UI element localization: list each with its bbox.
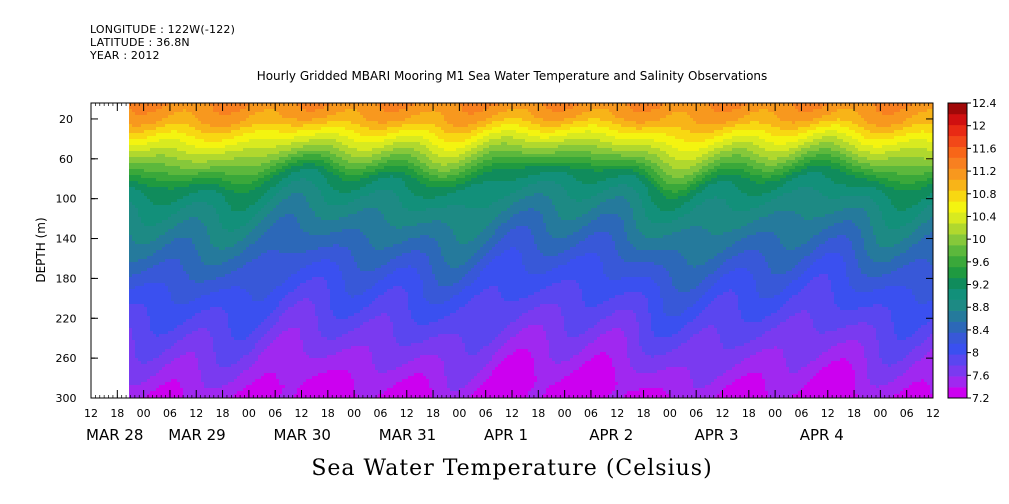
chart-title: Hourly Gridded MBARI Mooring M1 Sea Wate… [257, 69, 768, 83]
heatmap-field [129, 103, 934, 401]
